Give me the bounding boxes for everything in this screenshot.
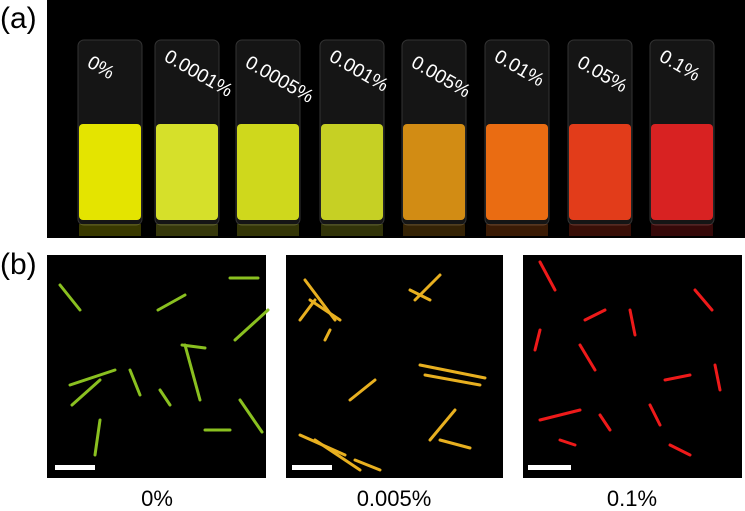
rod <box>438 438 472 450</box>
rod <box>598 413 612 432</box>
rod <box>70 378 102 407</box>
rod <box>713 363 722 392</box>
rod <box>58 283 82 312</box>
rod <box>648 403 662 427</box>
vial-reflection <box>403 224 465 236</box>
vial-reflection <box>79 224 141 236</box>
rod <box>238 398 264 434</box>
micrograph <box>286 255 503 478</box>
rod <box>233 308 270 342</box>
vial-photo <box>47 0 745 238</box>
micrograph-caption: 0% <box>141 486 173 511</box>
vial-reflection <box>321 224 383 236</box>
rod <box>533 328 542 352</box>
rod <box>423 373 482 387</box>
scale-bar <box>292 465 332 470</box>
rod <box>668 443 692 457</box>
vial-liquid <box>651 124 713 220</box>
vial-reflection <box>156 224 218 236</box>
scale-bar <box>55 465 95 470</box>
vial-reflection <box>651 224 713 236</box>
panel-label: (b) <box>0 248 37 281</box>
vial-liquid <box>403 124 465 220</box>
rod <box>323 328 332 342</box>
rod <box>68 368 117 387</box>
rod <box>628 308 637 337</box>
rod <box>583 308 607 322</box>
rod <box>156 293 187 312</box>
rod <box>158 388 172 407</box>
rod <box>578 343 597 372</box>
vial-liquid <box>79 124 141 220</box>
rod <box>663 373 692 382</box>
rod <box>183 343 202 402</box>
rod <box>538 408 582 422</box>
rod <box>418 363 487 380</box>
rod <box>538 260 557 292</box>
vial-reflection <box>569 224 631 236</box>
micrograph-caption: 0.005% <box>357 486 432 511</box>
vial-liquid <box>321 124 383 220</box>
vial-reflection <box>237 224 299 236</box>
rod <box>308 298 342 322</box>
micrograph-caption: 0.1% <box>607 486 657 511</box>
micrograph <box>47 255 266 478</box>
rod <box>128 368 142 397</box>
vial-liquid <box>486 124 548 220</box>
rod <box>348 378 377 402</box>
panel-label: (a) <box>0 2 37 35</box>
rod <box>693 288 714 312</box>
vial-liquid <box>237 124 299 220</box>
rod <box>413 273 442 302</box>
vial-reflection <box>486 224 548 236</box>
rod <box>353 458 382 472</box>
scale-bar <box>528 465 571 470</box>
rod <box>93 418 102 457</box>
vial-liquid <box>156 124 218 220</box>
vial-liquid <box>569 124 631 220</box>
rod <box>313 438 362 472</box>
rod <box>558 438 577 447</box>
rod <box>428 408 457 442</box>
